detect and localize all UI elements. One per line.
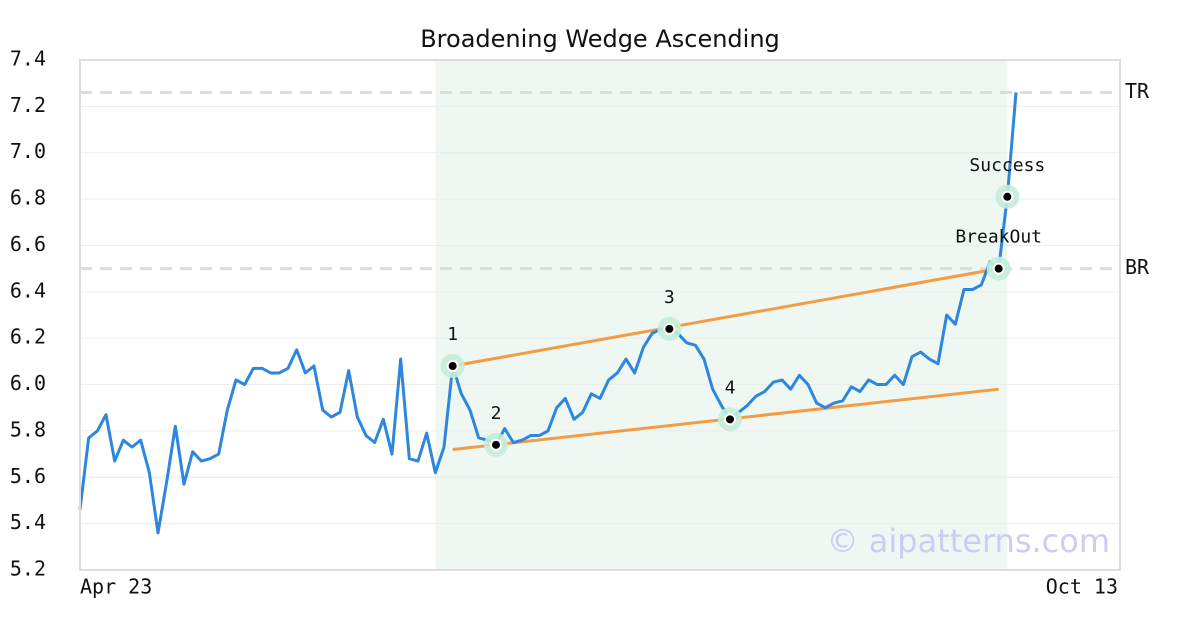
point-marker [490, 438, 502, 451]
point-marker [1001, 190, 1014, 203]
point-label: 4 [725, 377, 736, 398]
y-tick-label: 5.2 [10, 557, 46, 581]
point-marker [724, 413, 736, 426]
y-tick-label: 6.0 [10, 371, 46, 395]
reference-label: TR [1125, 79, 1150, 103]
point-label: BreakOut [955, 227, 1042, 248]
point-marker [446, 360, 459, 372]
y-tick-label: 5.6 [10, 464, 46, 488]
price-line [78, 92, 1018, 535]
y-tick-label: 5.4 [10, 510, 46, 534]
point-marker [992, 262, 1005, 275]
pattern-region [435, 60, 1008, 570]
x-tick-label: Oct 13 [1046, 575, 1118, 599]
point-label: 3 [664, 287, 675, 308]
y-tick-label: 5.8 [10, 417, 46, 441]
y-tick-label: 6.4 [10, 278, 46, 302]
point-label: 1 [447, 324, 458, 345]
y-tick-label: 7.2 [10, 93, 46, 117]
point-label: Success [969, 155, 1045, 176]
point-label: 2 [491, 403, 502, 424]
y-tick-label: 6.8 [10, 186, 46, 210]
plot-border [79, 59, 1121, 571]
chart-title: Broadening Wedge Ascending [420, 25, 780, 53]
x-tick-label: Apr 23 [80, 575, 152, 599]
reference-label: BR [1125, 255, 1150, 279]
y-tick-label: 6.6 [10, 232, 46, 256]
watermark: © aipatterns.com [827, 522, 1110, 560]
y-tick-label: 7.4 [10, 47, 46, 71]
trend-line [452, 267, 999, 368]
y-tick-label: 7.0 [10, 139, 46, 163]
y-tick-label: 6.2 [10, 325, 46, 349]
point-marker [663, 322, 676, 335]
